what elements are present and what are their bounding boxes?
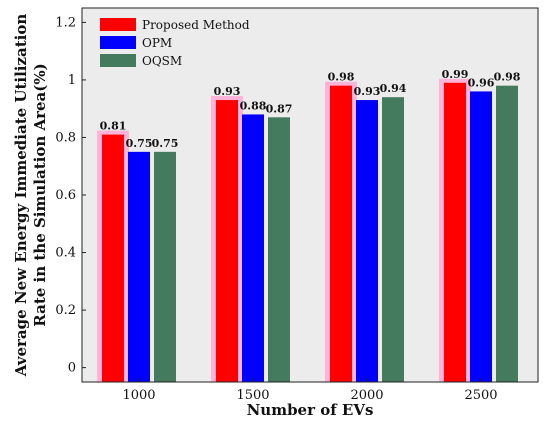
y-tick-label: 0 (68, 361, 76, 376)
x-axis-ticks: 1000 1500 2000 2500 (122, 378, 498, 403)
x-axis-label: Number of EVs (247, 401, 374, 419)
x-tick-label: 2000 (350, 388, 383, 403)
x-tick-label: 1500 (236, 388, 269, 403)
legend-swatch (100, 54, 136, 67)
data-label: 0.98 (328, 71, 355, 84)
legend-label: Proposed Method (142, 18, 250, 32)
y-tick-label: 0.2 (55, 303, 76, 318)
y-tick-label: 1.2 (55, 15, 76, 30)
data-label: 0.94 (380, 82, 407, 95)
data-label: 0.93 (214, 85, 241, 98)
legend-label: OPM (142, 36, 172, 50)
legend-label: OQSM (142, 54, 182, 68)
data-label: 0.87 (266, 102, 293, 115)
y-tick-label: 0.4 (55, 246, 76, 261)
bar-1500-1 (242, 114, 264, 382)
x-tick-label: 2500 (464, 388, 497, 403)
bar-1000-2 (154, 151, 176, 382)
legend-swatch (100, 18, 136, 31)
bar-1500-0 (216, 100, 238, 383)
y-axis-label-line2: Rate in the Simulation Area(%) (31, 63, 49, 326)
data-label: 0.75 (152, 137, 179, 150)
y-tick-label: 0.6 (55, 188, 76, 203)
bar-2000-1 (356, 100, 378, 383)
x-tick-label: 1000 (122, 388, 155, 403)
data-label: 0.99 (442, 68, 469, 81)
y-tick-label: 0.8 (55, 130, 76, 145)
y-axis-ticks: 0 0.2 0.4 0.6 0.8 1 1.2 (55, 15, 86, 376)
bars-layer (97, 78, 518, 383)
y-tick-label: 1 (68, 73, 76, 88)
y-axis-label: Average New Energy Immediate Utilization… (12, 14, 49, 378)
data-label: 0.96 (468, 76, 495, 89)
bar-2000-2 (382, 97, 404, 382)
bar-2000-0 (330, 85, 352, 382)
data-label: 0.75 (126, 137, 153, 150)
bar-1500-2 (268, 117, 290, 383)
y-axis-label-line1: Average New Energy Immediate Utilization (12, 14, 30, 378)
plot-frame (81, 7, 539, 383)
data-label: 0.98 (494, 71, 521, 84)
data-label: 0.88 (240, 99, 267, 112)
bar-2500-0 (444, 82, 466, 383)
bar-2500-2 (496, 85, 518, 382)
data-label: 0.81 (100, 120, 127, 133)
legend: Proposed Method OPM OQSM (100, 18, 250, 68)
bar-1000-1 (128, 151, 150, 382)
legend-swatch (100, 36, 136, 49)
data-labels-layer: 0.810.75 0.750.930.88 0.870.980.93 0.940.99… (100, 68, 521, 150)
bar-2500-1 (470, 91, 492, 382)
data-label: 0.93 (354, 85, 381, 98)
bar-1000-0 (102, 134, 124, 382)
